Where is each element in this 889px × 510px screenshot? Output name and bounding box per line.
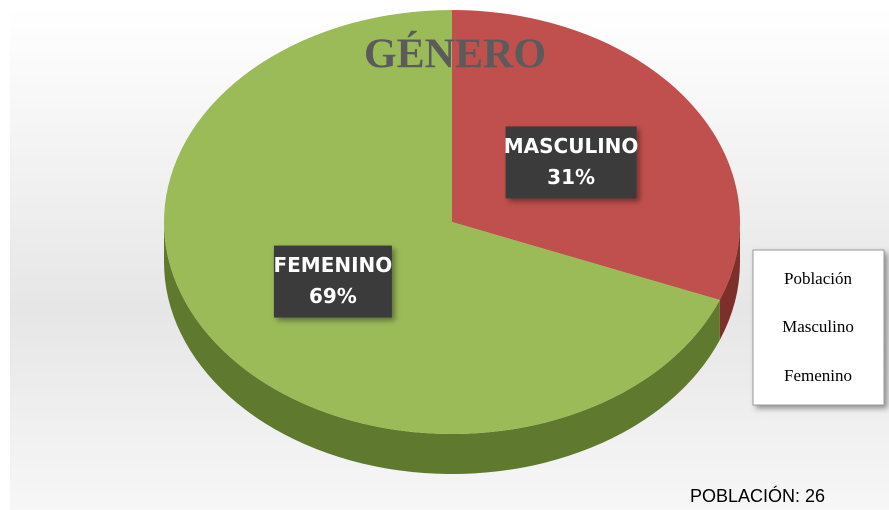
data-label: 69%: [309, 284, 357, 308]
pie-slice: [164, 10, 720, 434]
annotation: POBLACIÓN: 26: [690, 485, 825, 506]
legend-box: [752, 249, 885, 406]
data-label-box: [273, 245, 392, 318]
pie-side: [164, 222, 720, 475]
data-label-box: [505, 126, 637, 199]
legend-title: Población: [784, 269, 852, 288]
data-label: 31%: [547, 165, 595, 189]
pie: [164, 10, 740, 475]
legend: [752, 249, 885, 406]
data-label: FEMENINO: [273, 253, 392, 277]
pie-side: [719, 222, 740, 341]
legend-entry: Femenino: [784, 366, 852, 385]
data-label: MASCULINO: [504, 134, 639, 158]
legend-entry: Masculino: [782, 317, 854, 336]
chart-title: GÉNERO: [364, 31, 546, 78]
